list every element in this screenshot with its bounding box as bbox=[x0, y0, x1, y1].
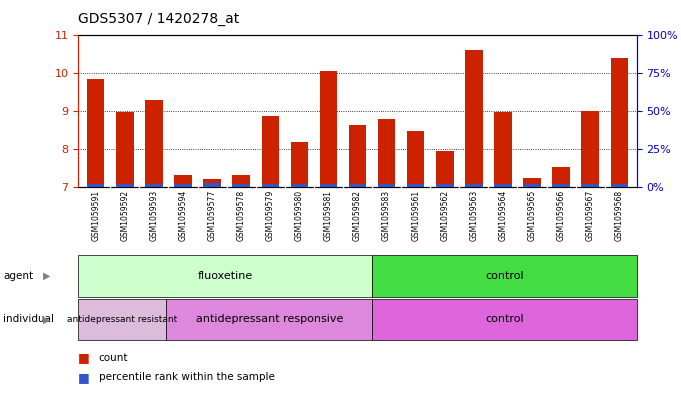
Bar bbox=[87, 79, 104, 187]
Bar bbox=[582, 111, 599, 187]
Bar bbox=[523, 178, 541, 187]
Bar bbox=[552, 167, 570, 187]
Text: ■: ■ bbox=[78, 371, 90, 384]
Bar bbox=[373, 299, 637, 340]
Text: GDS5307 / 1420278_at: GDS5307 / 1420278_at bbox=[78, 11, 240, 26]
Bar bbox=[166, 299, 373, 340]
Bar bbox=[465, 184, 483, 187]
Bar bbox=[523, 184, 541, 187]
Bar bbox=[145, 184, 163, 187]
Bar bbox=[204, 183, 221, 187]
Text: GSM1059567: GSM1059567 bbox=[586, 190, 595, 241]
Bar bbox=[291, 184, 308, 187]
Bar bbox=[319, 71, 337, 187]
Text: GSM1059578: GSM1059578 bbox=[237, 190, 246, 241]
Bar bbox=[87, 184, 104, 187]
Bar bbox=[262, 116, 279, 187]
Text: ■: ■ bbox=[78, 351, 90, 364]
Text: GSM1059591: GSM1059591 bbox=[91, 190, 100, 241]
Text: count: count bbox=[99, 353, 128, 363]
Text: GSM1059579: GSM1059579 bbox=[266, 190, 274, 241]
Text: ▶: ▶ bbox=[43, 271, 50, 281]
Text: GSM1059566: GSM1059566 bbox=[556, 190, 566, 241]
Text: GSM1059562: GSM1059562 bbox=[441, 190, 449, 241]
Bar bbox=[204, 179, 221, 187]
Text: GSM1059583: GSM1059583 bbox=[382, 190, 391, 241]
Text: GSM1059580: GSM1059580 bbox=[295, 190, 304, 241]
Text: antidepressant resistant: antidepressant resistant bbox=[67, 315, 178, 324]
Text: GSM1059564: GSM1059564 bbox=[498, 190, 507, 241]
Bar bbox=[174, 175, 192, 187]
Text: GSM1059568: GSM1059568 bbox=[615, 190, 624, 241]
Bar bbox=[145, 101, 163, 187]
Bar bbox=[611, 58, 628, 187]
Bar bbox=[378, 184, 396, 187]
Bar bbox=[552, 184, 570, 187]
Bar bbox=[373, 255, 637, 297]
Bar bbox=[436, 184, 454, 187]
Bar bbox=[174, 184, 192, 187]
Text: GSM1059594: GSM1059594 bbox=[178, 190, 187, 241]
Text: control: control bbox=[485, 271, 524, 281]
Text: percentile rank within the sample: percentile rank within the sample bbox=[99, 372, 274, 382]
Text: GSM1059592: GSM1059592 bbox=[121, 190, 129, 241]
Bar bbox=[611, 184, 628, 187]
Text: control: control bbox=[485, 314, 524, 324]
Bar bbox=[262, 184, 279, 187]
Bar bbox=[465, 50, 483, 187]
Bar bbox=[319, 184, 337, 187]
Text: ▶: ▶ bbox=[43, 314, 50, 324]
Bar bbox=[407, 131, 424, 187]
Bar bbox=[494, 184, 511, 187]
Bar bbox=[232, 184, 250, 187]
Text: GSM1059582: GSM1059582 bbox=[353, 190, 362, 241]
Bar bbox=[378, 119, 396, 187]
Bar bbox=[349, 184, 366, 187]
Bar bbox=[116, 112, 133, 187]
Text: GSM1059593: GSM1059593 bbox=[149, 190, 159, 241]
Text: fluoxetine: fluoxetine bbox=[197, 271, 253, 281]
Text: GSM1059561: GSM1059561 bbox=[411, 190, 420, 241]
Bar bbox=[116, 184, 133, 187]
Bar bbox=[494, 112, 511, 187]
Text: GSM1059563: GSM1059563 bbox=[469, 190, 478, 241]
Text: GSM1059577: GSM1059577 bbox=[208, 190, 217, 241]
Bar bbox=[78, 255, 373, 297]
Bar bbox=[232, 174, 250, 187]
Bar bbox=[407, 184, 424, 187]
Bar bbox=[78, 299, 166, 340]
Bar bbox=[291, 142, 308, 187]
Bar bbox=[349, 125, 366, 187]
Text: individual: individual bbox=[3, 314, 54, 324]
Text: GSM1059565: GSM1059565 bbox=[528, 190, 537, 241]
Text: antidepressant responsive: antidepressant responsive bbox=[195, 314, 343, 324]
Bar bbox=[582, 184, 599, 187]
Text: GSM1059581: GSM1059581 bbox=[324, 190, 333, 241]
Bar bbox=[436, 151, 454, 187]
Text: agent: agent bbox=[3, 271, 33, 281]
